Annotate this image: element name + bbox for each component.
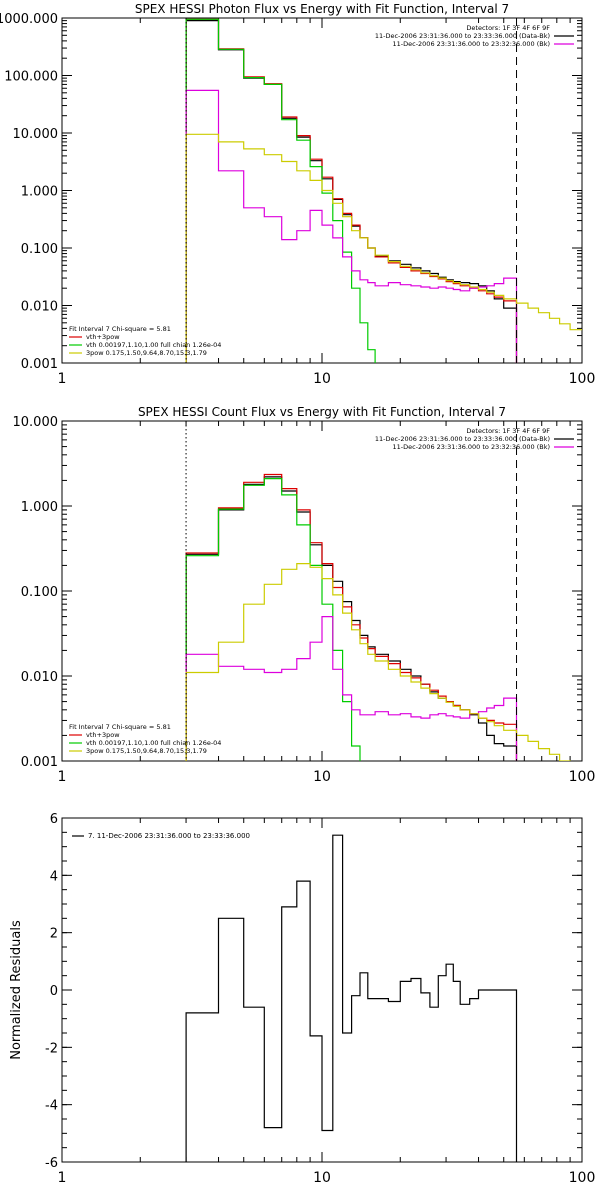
series-line-5 — [185, 133, 582, 363]
x-tick-label: 10 — [313, 769, 331, 785]
x-tick-label: 100 — [569, 769, 596, 785]
x-tick-label: 1 — [58, 769, 67, 785]
legend-entry: 3pow 0.175,1.50,9.64,8.70,15.3,1.79 — [86, 747, 207, 755]
legend-entry: vth+3pow — [86, 731, 120, 739]
legend-entry: vth+3pow — [86, 333, 120, 341]
series-group — [185, 834, 518, 1162]
series-group — [185, 18, 582, 363]
legend-entry: Fit Interval 7 Chi-square = 5.81 — [69, 325, 171, 333]
legend-entry: 11-Dec-2006 23:31:36.000 to 23:33:36.000… — [375, 32, 550, 40]
y-tick-label: 0.010 — [21, 300, 58, 315]
legend-entry: 11-Dec-2006 23:31:36.000 to 23:33:36.000… — [375, 435, 550, 443]
x-tick-label: 100 — [569, 371, 596, 387]
y-tick-label: 100.000 — [4, 70, 58, 85]
series-line-4 — [185, 89, 518, 363]
y-tick-label: 1000.000 — [0, 12, 58, 27]
series-group — [185, 473, 571, 761]
legend-entry: 7. 11-Dec-2006 23:31:36.000 to 23:33:36.… — [88, 832, 250, 840]
legend-entry: Detectors: 1F 3F 4F 6F 9F — [466, 427, 550, 435]
chart-panel-1: SPEX HESSI Photon Flux vs Energy with Fi… — [0, 2, 595, 387]
y-tick-label: 0 — [50, 984, 58, 999]
x-tick-label: 1 — [58, 1170, 67, 1186]
legend-entry: vth 0.00197,1.10,1.00 full chian 1.26e-0… — [86, 341, 221, 349]
legend-entry: Detectors: 1F 3F 4F 6F 9F — [466, 24, 550, 32]
y-tick-label: 0.001 — [21, 755, 58, 770]
y-tick-label: -4 — [45, 1099, 58, 1114]
y-tick-label: 10.000 — [13, 415, 59, 430]
legend-entry: Fit Interval 7 Chi-square = 5.81 — [69, 723, 171, 731]
y-tick-label: 0.100 — [21, 585, 58, 600]
y-tick-label: 10.000 — [13, 127, 59, 142]
y-tick-label: 1.000 — [21, 500, 58, 515]
y-axis-label: Normalized Residuals — [9, 920, 24, 1060]
y-tick-label: -2 — [45, 1041, 58, 1056]
legend-entry: 11-Dec-2006 23:31:36.000 to 23:32:36.000… — [393, 40, 551, 48]
series-line-3 — [185, 478, 361, 761]
x-tick-label: 1 — [58, 371, 67, 387]
y-tick-label: 4 — [50, 869, 58, 884]
y-tick-label: 2 — [50, 927, 58, 942]
chart-title: SPEX HESSI Count Flux vs Energy with Fit… — [138, 405, 506, 419]
y-tick-label: 0.010 — [21, 670, 58, 685]
y-tick-label: 0.001 — [21, 357, 58, 372]
chart-title: SPEX HESSI Photon Flux vs Energy with Fi… — [135, 2, 509, 16]
y-tick-label: -6 — [45, 1156, 58, 1171]
legend-entry: 11-Dec-2006 23:31:36.000 to 23:32:36.000… — [393, 443, 551, 451]
series-line-2 — [185, 18, 518, 363]
series-line-1 — [185, 20, 518, 363]
x-tick-label: 10 — [313, 1170, 331, 1186]
x-tick-label: 100 — [569, 1170, 596, 1186]
y-tick-label: 0.100 — [21, 242, 58, 257]
series-line-3 — [185, 18, 376, 363]
legend-entry: 3pow 0.175,1.50,9.64,8.70,15.3,1.79 — [86, 349, 207, 357]
series-line-5 — [185, 563, 571, 761]
series-line-1 — [185, 834, 518, 1162]
y-tick-label: 6 — [50, 812, 58, 827]
legend-entry: vth 0.00197,1.10,1.00 full chian 1.26e-0… — [86, 739, 221, 747]
y-tick-label: 1.000 — [21, 185, 58, 200]
chart-panel-2: SPEX HESSI Count Flux vs Energy with Fit… — [13, 405, 596, 785]
chart-panel-3: Normalized Residuals 1 10 100 -6 -4 -2 0 2 4 6 7. 1… — [9, 812, 595, 1186]
x-tick-label: 10 — [313, 371, 331, 387]
